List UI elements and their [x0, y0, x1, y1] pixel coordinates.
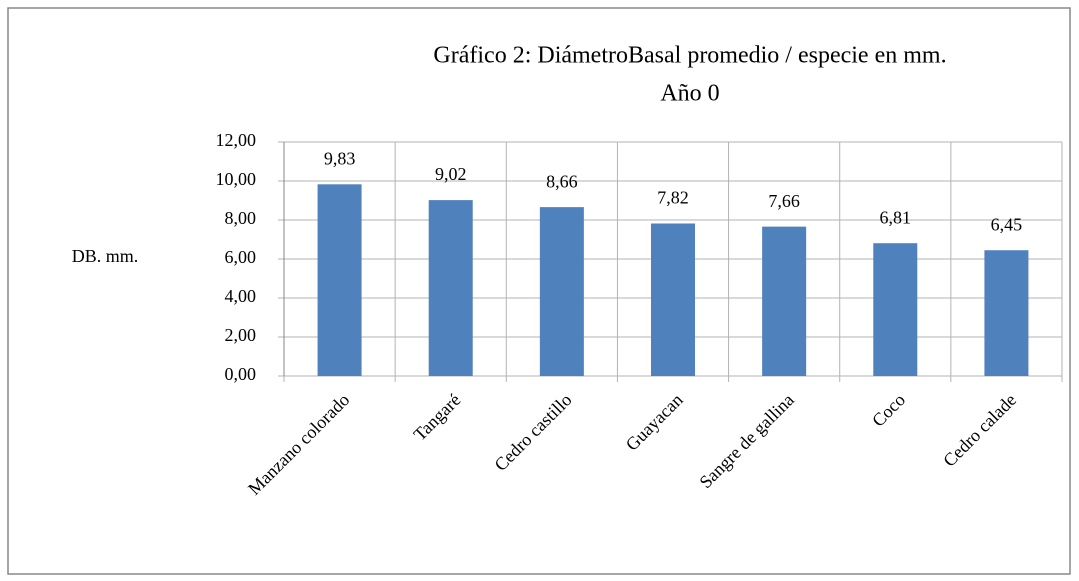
y-tick-label: 6,00: [225, 247, 257, 267]
y-tick-label: 12,00: [216, 130, 257, 150]
y-tick-label: 4,00: [225, 286, 257, 306]
data-label: 9,83: [324, 148, 356, 168]
y-tick-label: 8,00: [225, 208, 257, 228]
bar: [539, 207, 584, 376]
data-label: 6,45: [991, 214, 1023, 234]
data-label: 8,66: [546, 171, 578, 191]
y-axis-label: DB. mm.: [72, 246, 139, 266]
chart-subtitle: Año 0: [660, 81, 719, 107]
data-label: 7,82: [657, 188, 689, 208]
y-tick-label: 10,00: [216, 169, 257, 189]
bar: [762, 226, 807, 376]
bar: [317, 184, 362, 376]
bar: [873, 243, 918, 376]
bar: [651, 223, 695, 376]
y-tick-label: 0,00: [225, 364, 257, 384]
y-tick-label: 2,00: [225, 325, 257, 345]
data-label: 9,02: [435, 164, 467, 184]
chart-title: Gráfico 2: DiámetroBasal promedio / espe…: [433, 43, 946, 69]
bar: [428, 200, 473, 376]
data-label: 7,66: [768, 191, 800, 211]
bar: [984, 250, 1029, 376]
data-label: 6,81: [880, 207, 912, 227]
